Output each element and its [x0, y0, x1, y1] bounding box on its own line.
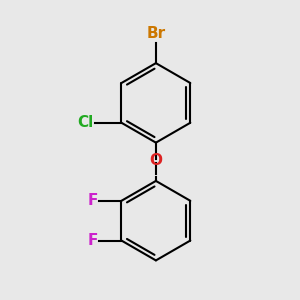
Text: Br: Br: [146, 26, 166, 41]
Text: Cl: Cl: [77, 115, 94, 130]
Text: F: F: [88, 193, 98, 208]
Text: F: F: [88, 233, 98, 248]
Text: O: O: [149, 153, 162, 168]
